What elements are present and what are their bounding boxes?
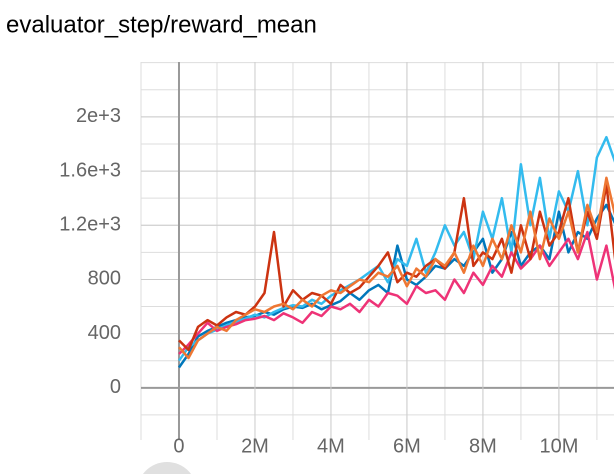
x-tick-label: 6M [393,435,421,457]
toggle-button[interactable] [137,462,197,474]
y-tick-label: 0 [110,376,121,398]
y-tick-label: 2e+3 [76,105,121,127]
plot-lines [177,135,614,369]
x-tick-label: 8M [469,435,497,457]
y-tick-label: 1.2e+3 [59,214,121,236]
x-tick-label: 4M [317,435,345,457]
x-tick-label: 10M [539,435,578,457]
series-line [178,230,614,355]
y-tick-label: 1.6e+3 [59,159,121,181]
series-line [178,183,614,352]
x-tick-label: 2M [241,435,269,457]
chart-title: evaluator_step/reward_mean [6,11,317,38]
x-tick-label: 0 [173,435,184,457]
series-line [177,135,614,362]
series-line [178,176,614,360]
y-tick-label: 400 [88,322,121,344]
y-tick-label: 800 [88,268,121,290]
